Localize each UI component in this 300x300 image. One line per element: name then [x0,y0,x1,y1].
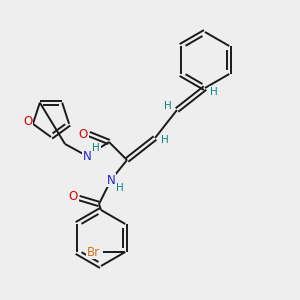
Text: O: O [23,116,33,128]
Text: O: O [78,128,88,140]
Text: H: H [92,143,100,153]
Text: N: N [106,173,116,187]
Text: H: H [164,101,172,111]
Text: H: H [210,87,218,97]
Text: O: O [68,190,78,203]
Text: N: N [82,149,91,163]
Text: H: H [161,135,169,145]
Text: H: H [116,183,124,193]
Text: Br: Br [87,245,100,259]
